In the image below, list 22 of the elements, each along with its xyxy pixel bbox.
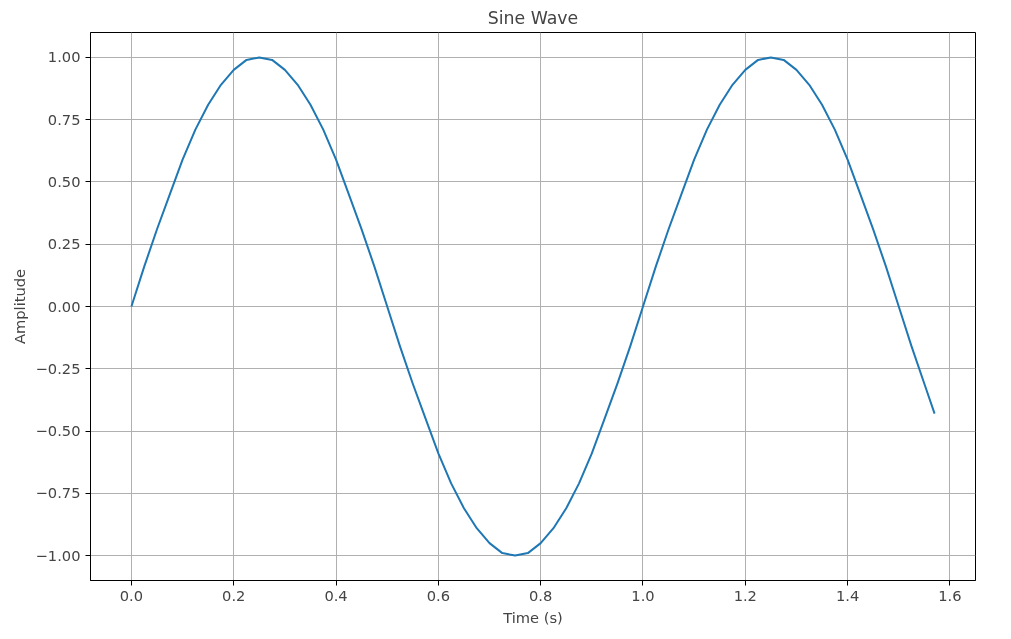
x-tick-label: 0.6 <box>426 586 451 604</box>
x-tick-label: 1.6 <box>938 586 962 604</box>
x-tick-label: 1.4 <box>835 586 860 604</box>
x-tick-label: 1.0 <box>631 586 655 604</box>
y-tick-label: 0.25 <box>47 235 81 253</box>
y-tick-label: −1.00 <box>35 546 81 564</box>
x-tick-label: 0.8 <box>529 586 553 604</box>
chart-title: Sine Wave <box>487 7 579 28</box>
x-tick-label: 1.2 <box>733 586 757 604</box>
line-series <box>130 56 936 557</box>
x-tick-label: 0.2 <box>222 586 246 604</box>
y-tick-label: 1.00 <box>47 48 81 66</box>
y-tick-label: 0.50 <box>47 172 81 190</box>
y-tick-label: −0.50 <box>35 422 81 440</box>
y-tick-label: 0.00 <box>47 297 81 315</box>
y-axis-title: Amplitude <box>10 268 28 345</box>
x-tick-label: 0.4 <box>324 586 348 604</box>
y-tick-label: 0.75 <box>47 110 81 128</box>
y-tick-label: −0.25 <box>35 359 81 377</box>
y-tick-label: −0.75 <box>35 484 81 502</box>
x-axis-title: Time (s) <box>502 608 563 626</box>
x-tick-label: 0.0 <box>119 586 144 604</box>
